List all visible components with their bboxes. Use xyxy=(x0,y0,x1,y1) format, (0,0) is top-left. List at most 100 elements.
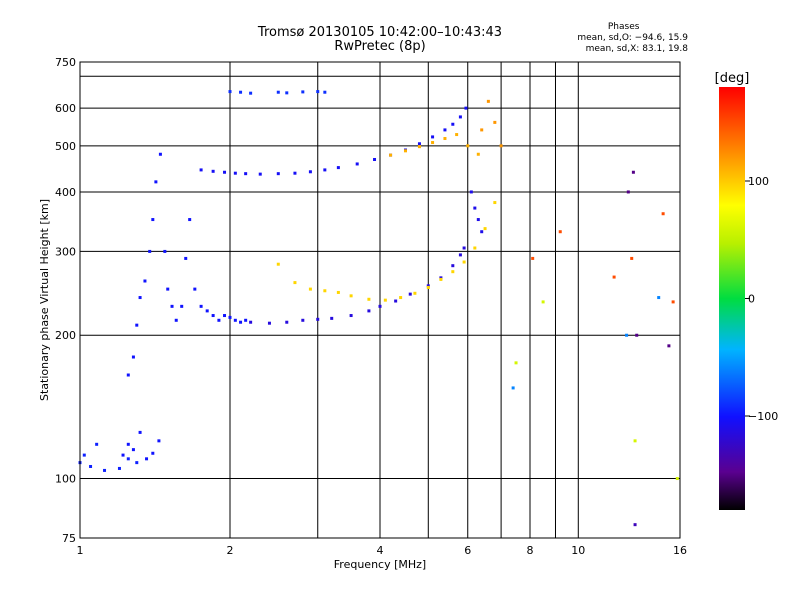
x-tick-label: 10 xyxy=(571,544,585,557)
data-point xyxy=(633,439,637,443)
data-point xyxy=(671,300,675,304)
colorbar-tick-label: −100 xyxy=(748,410,778,423)
data-point xyxy=(413,291,417,295)
data-point xyxy=(148,249,152,253)
data-point xyxy=(558,230,562,234)
grid-layer xyxy=(80,62,680,538)
data-point xyxy=(285,320,289,324)
data-point xyxy=(476,152,480,156)
x-axis-label: Frequency [MHz] xyxy=(334,558,426,571)
phase-stats: Phases mean, sd,O: −94.6, 15.9 mean, sd,… xyxy=(577,22,688,55)
title-line-1: Tromsø 20130105 10:42:00–10:43:43 xyxy=(257,25,503,40)
y-tick-label: 75 xyxy=(62,532,76,545)
data-point xyxy=(336,166,340,170)
data-point xyxy=(661,212,665,216)
y-tick-labels: 75 100 200 300 400 500 600 750 xyxy=(55,56,76,545)
data-point xyxy=(239,320,243,324)
data-point xyxy=(633,523,637,527)
data-point xyxy=(531,256,535,260)
y-tick-label: 500 xyxy=(55,140,76,153)
x-tick-label: 1 xyxy=(77,544,84,557)
data-point xyxy=(323,289,327,293)
colorbar xyxy=(719,87,745,510)
data-point xyxy=(154,180,158,184)
data-point xyxy=(476,218,480,222)
data-point xyxy=(451,270,455,274)
data-point xyxy=(439,277,443,281)
data-point xyxy=(135,461,139,465)
data-point xyxy=(330,316,334,320)
data-point xyxy=(126,457,130,461)
data-point xyxy=(473,246,477,250)
data-point xyxy=(499,144,503,148)
data-point xyxy=(373,157,377,161)
y-tick-label: 400 xyxy=(55,186,76,199)
data-point xyxy=(480,230,484,234)
data-point xyxy=(117,466,121,470)
data-point xyxy=(493,201,497,205)
phase-stats-x: mean, sd,X: 83.1, 19.8 xyxy=(585,44,688,54)
data-point xyxy=(631,170,635,174)
data-point xyxy=(239,90,243,94)
data-point xyxy=(389,153,393,157)
data-point xyxy=(301,90,305,94)
data-point xyxy=(138,430,142,434)
data-point xyxy=(199,304,203,308)
data-point xyxy=(217,318,221,322)
data-point xyxy=(349,314,353,318)
data-point xyxy=(399,296,403,300)
data-point xyxy=(426,285,430,289)
phase-stats-heading: Phases xyxy=(607,22,640,32)
data-point xyxy=(443,137,447,141)
data-point xyxy=(184,256,188,260)
data-point xyxy=(293,171,297,175)
x-tick-label: 4 xyxy=(377,544,384,557)
data-point xyxy=(293,281,297,285)
x-tick-label: 6 xyxy=(464,544,471,557)
data-point xyxy=(151,218,155,222)
data-point xyxy=(451,122,455,126)
data-point xyxy=(228,90,232,94)
data-point xyxy=(657,296,661,300)
data-point xyxy=(431,135,435,139)
colorbar-tick-label: 0 xyxy=(748,293,755,306)
data-point xyxy=(135,323,139,327)
data-point xyxy=(612,275,616,279)
data-point xyxy=(439,276,443,280)
x-tick-label: 16 xyxy=(673,544,687,557)
data-point xyxy=(126,442,130,446)
data-point xyxy=(205,309,209,313)
data-point xyxy=(675,477,679,481)
data-point xyxy=(276,262,280,266)
data-point xyxy=(258,172,262,176)
data-point xyxy=(228,315,232,319)
data-point xyxy=(188,218,192,222)
phase-stats-o: mean, sd,O: −94.6, 15.9 xyxy=(577,33,688,43)
data-point xyxy=(308,287,312,291)
data-point xyxy=(480,128,484,132)
data-point xyxy=(336,290,340,294)
data-point xyxy=(170,304,174,308)
data-point xyxy=(143,279,147,283)
y-axis-label: Stationary phase Virtual Height [km] xyxy=(38,199,51,401)
data-point xyxy=(233,171,237,175)
data-point xyxy=(316,317,320,321)
data-point xyxy=(464,106,468,110)
data-point xyxy=(323,168,327,172)
data-point xyxy=(308,170,312,174)
data-point xyxy=(193,287,197,291)
data-point xyxy=(103,468,107,472)
data-point xyxy=(157,439,161,443)
data-point xyxy=(451,264,455,268)
data-point xyxy=(223,170,227,174)
data-point xyxy=(469,190,473,194)
data-point xyxy=(630,256,634,260)
data-point xyxy=(233,318,237,322)
colorbar-label: [deg] xyxy=(715,71,750,86)
y-tick-label: 300 xyxy=(55,245,76,258)
data-point xyxy=(378,304,382,308)
data-point xyxy=(244,172,248,176)
data-point xyxy=(426,284,430,288)
data-point xyxy=(174,318,178,322)
data-point xyxy=(511,386,515,390)
